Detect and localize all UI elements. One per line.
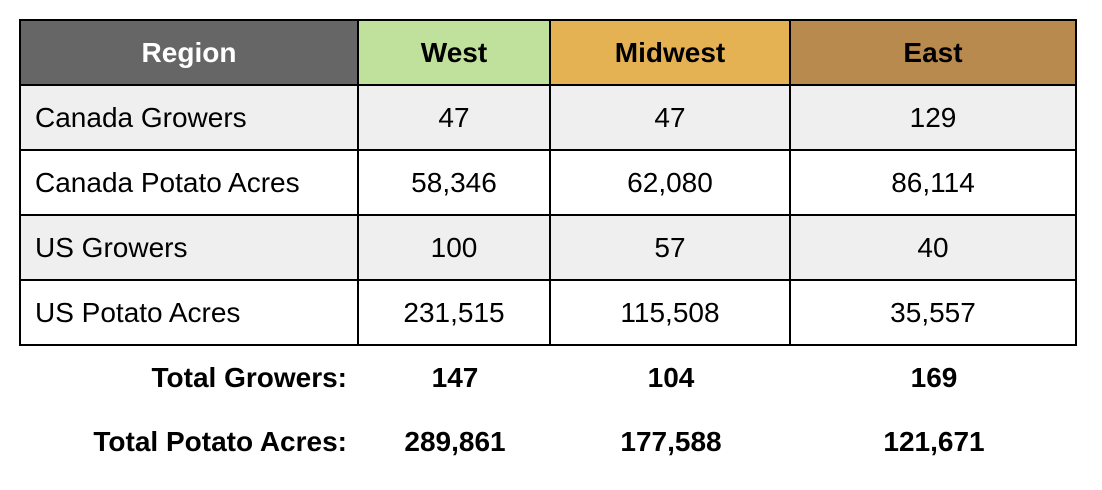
row-label: Canada Potato Acres xyxy=(19,149,359,216)
total-value: 177,588 xyxy=(620,426,722,457)
totals-row: Total Growers: 147 104 169 xyxy=(19,346,1077,410)
row-label: Canada Growers xyxy=(19,84,359,151)
table-row: Canada Growers 47 47 129 xyxy=(19,84,1077,151)
cell-value: 115,508 xyxy=(549,279,791,346)
total-value: 121,671 xyxy=(883,426,985,457)
region-data-table: Region West Midwest East Canada Growers … xyxy=(19,19,1077,346)
header-east: East xyxy=(789,19,1077,86)
region-table-container: Region West Midwest East Canada Growers … xyxy=(19,19,1077,474)
cell-value: 57 xyxy=(549,214,791,281)
header-region: Region xyxy=(19,19,359,86)
cell-value: 62,080 xyxy=(549,149,791,216)
total-value: 289,861 xyxy=(404,426,506,457)
totals-label: Total Potato Acres: xyxy=(93,426,347,457)
totals-label: Total Growers: xyxy=(151,362,347,393)
cell-value: 100 xyxy=(357,214,551,281)
total-value: 147 xyxy=(431,362,479,393)
cell-value: 47 xyxy=(549,84,791,151)
cell-value: 231,515 xyxy=(357,279,551,346)
cell-value: 86,114 xyxy=(789,149,1077,216)
cell-value: 47 xyxy=(357,84,551,151)
totals-row: Total Potato Acres: 289,861 177,588 121,… xyxy=(19,410,1077,474)
table-row: US Potato Acres 231,515 115,508 35,557 xyxy=(19,279,1077,346)
table-row: US Growers 100 57 40 xyxy=(19,214,1077,281)
table-header-row: Region West Midwest East xyxy=(19,19,1077,86)
totals-table: Total Growers: 147 104 169 Total Potato … xyxy=(19,346,1077,474)
header-west: West xyxy=(357,19,551,86)
cell-value: 35,557 xyxy=(789,279,1077,346)
total-value: 104 xyxy=(647,362,695,393)
cell-value: 129 xyxy=(789,84,1077,151)
row-label: US Growers xyxy=(19,214,359,281)
row-label: US Potato Acres xyxy=(19,279,359,346)
header-midwest: Midwest xyxy=(549,19,791,86)
cell-value: 58,346 xyxy=(357,149,551,216)
cell-value: 40 xyxy=(789,214,1077,281)
total-value: 169 xyxy=(910,362,958,393)
table-row: Canada Potato Acres 58,346 62,080 86,114 xyxy=(19,149,1077,216)
